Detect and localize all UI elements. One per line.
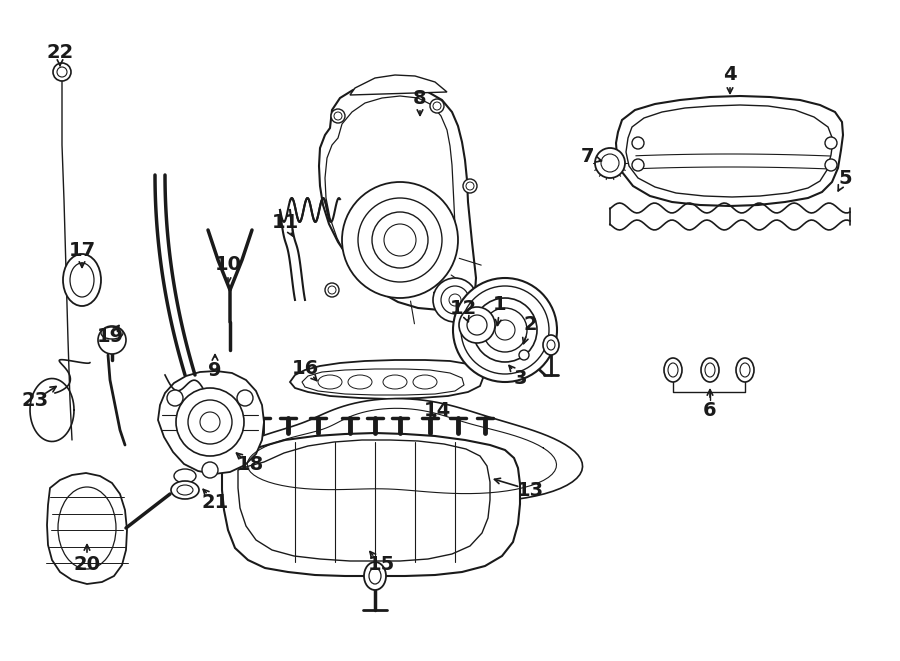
Text: 10: 10 [214, 256, 241, 274]
Circle shape [595, 148, 625, 178]
Text: 19: 19 [96, 327, 123, 346]
Circle shape [372, 212, 428, 268]
Ellipse shape [171, 481, 199, 499]
Text: 5: 5 [838, 169, 851, 188]
Polygon shape [222, 433, 520, 576]
Ellipse shape [364, 562, 386, 590]
Text: 11: 11 [272, 212, 299, 231]
Text: 1: 1 [493, 295, 507, 315]
Circle shape [632, 137, 644, 149]
Circle shape [176, 388, 244, 456]
Ellipse shape [664, 358, 682, 382]
Polygon shape [350, 75, 447, 95]
Circle shape [331, 109, 345, 123]
Text: 16: 16 [292, 358, 319, 377]
Circle shape [98, 326, 126, 354]
Text: 18: 18 [237, 455, 264, 475]
Text: 22: 22 [47, 42, 74, 61]
Circle shape [632, 159, 644, 171]
Ellipse shape [736, 358, 754, 382]
Circle shape [325, 283, 339, 297]
Polygon shape [616, 96, 843, 206]
Text: 14: 14 [423, 401, 451, 420]
Ellipse shape [63, 254, 101, 306]
Polygon shape [319, 84, 476, 310]
Circle shape [463, 179, 477, 193]
Polygon shape [290, 360, 483, 399]
Text: 12: 12 [449, 299, 477, 317]
Circle shape [237, 390, 253, 406]
Text: 9: 9 [208, 360, 221, 379]
Polygon shape [221, 399, 582, 502]
Text: 2: 2 [523, 315, 536, 334]
Text: 23: 23 [22, 391, 49, 410]
Text: 7: 7 [580, 147, 594, 167]
Text: 4: 4 [724, 65, 737, 85]
Ellipse shape [701, 358, 719, 382]
Circle shape [430, 99, 444, 113]
Text: 3: 3 [513, 368, 526, 387]
Circle shape [519, 350, 529, 360]
Text: 6: 6 [703, 401, 716, 420]
Circle shape [453, 278, 557, 382]
Circle shape [473, 298, 537, 362]
Text: 20: 20 [74, 555, 101, 574]
Circle shape [825, 159, 837, 171]
Ellipse shape [543, 335, 559, 355]
Text: 13: 13 [517, 481, 544, 500]
Text: 21: 21 [202, 492, 229, 512]
Ellipse shape [101, 327, 123, 339]
Circle shape [342, 182, 458, 298]
Polygon shape [158, 371, 264, 474]
Circle shape [202, 462, 218, 478]
Ellipse shape [174, 469, 196, 483]
Circle shape [53, 63, 71, 81]
Polygon shape [47, 473, 127, 584]
Circle shape [167, 390, 183, 406]
Circle shape [459, 307, 495, 343]
Text: 17: 17 [68, 241, 95, 260]
Text: 15: 15 [367, 555, 394, 574]
Text: 8: 8 [413, 89, 427, 108]
Circle shape [825, 137, 837, 149]
Circle shape [433, 278, 477, 322]
